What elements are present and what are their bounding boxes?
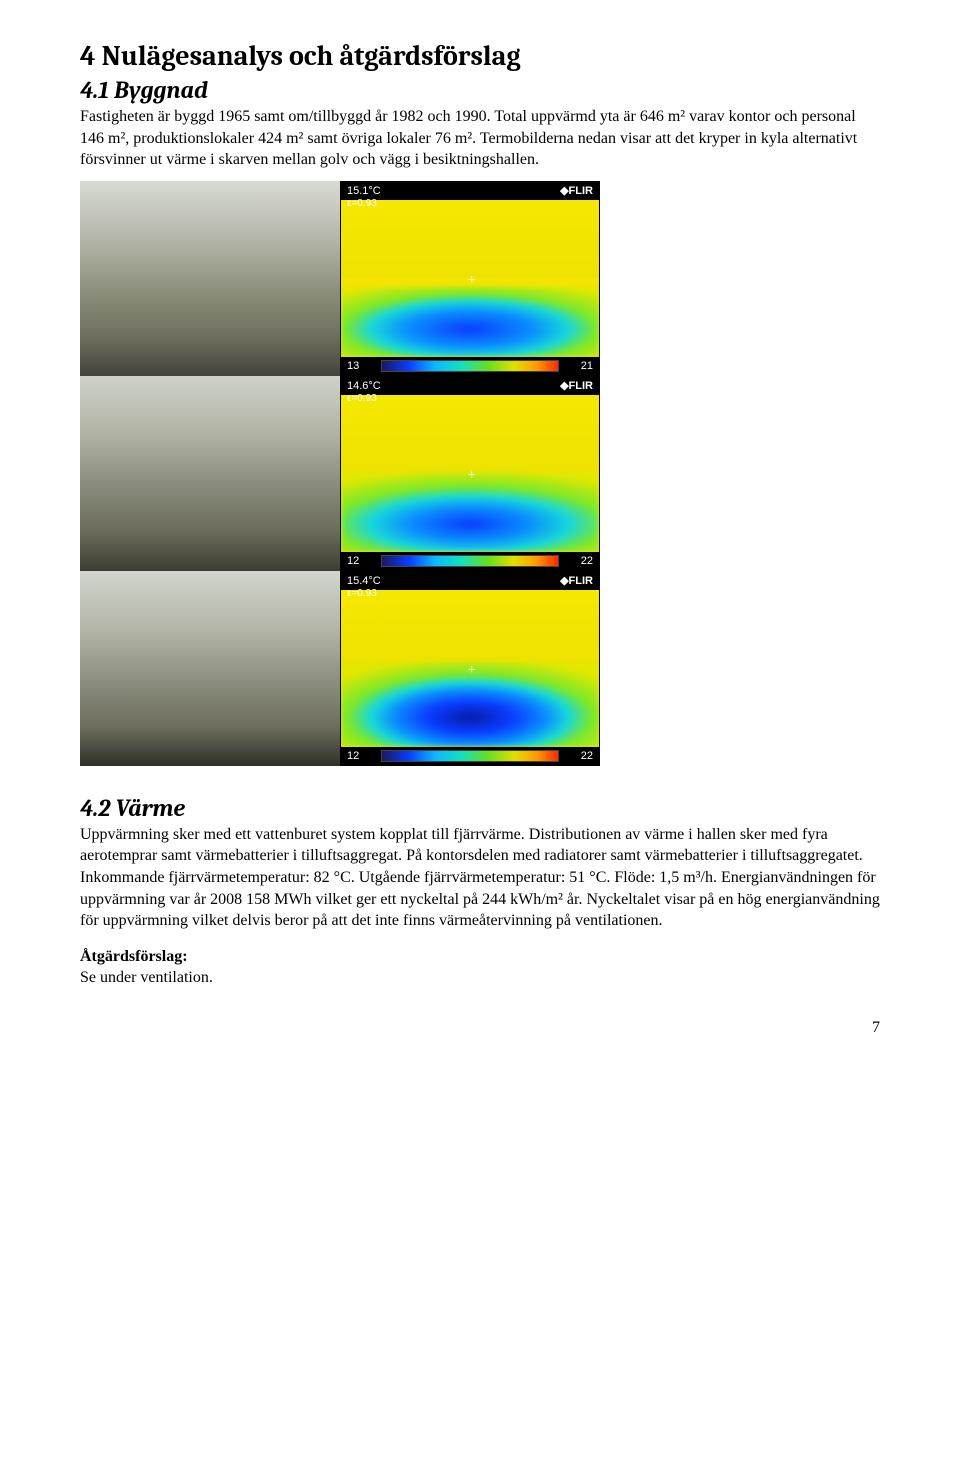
action-body: Se under ventilation. bbox=[80, 967, 880, 989]
flir-logo: ◆FLIR bbox=[560, 184, 593, 197]
photo-inspection-hall-1 bbox=[80, 181, 340, 376]
page-number: 7 bbox=[80, 1019, 880, 1037]
thermal-color-scale bbox=[381, 555, 559, 567]
thermal-scale-lo: 13 bbox=[347, 360, 359, 372]
crosshair-icon bbox=[465, 274, 479, 288]
subsection-byggnad-title: 4.1 Byggnad bbox=[80, 76, 880, 104]
thermal-header: 14.6°C ◆FLIR bbox=[341, 377, 599, 395]
thermal-scale-hi: 22 bbox=[581, 555, 593, 567]
page: 4 Nulägesanalys och åtgärdsförslag 4.1 B… bbox=[0, 0, 960, 1077]
thermal-temp: 15.1°C bbox=[347, 185, 381, 197]
thermal-image-2: 14.6°C ◆FLIR ε=0.93 12 22 bbox=[340, 376, 600, 571]
action-title: Åtgärdsförslag: bbox=[80, 946, 880, 968]
flir-logo: ◆FLIR bbox=[560, 379, 593, 392]
action-block: Åtgärdsförslag: Se under ventilation. bbox=[80, 946, 880, 989]
thermal-scale-lo: 12 bbox=[347, 750, 359, 762]
photo-inspection-hall-3 bbox=[80, 571, 340, 766]
image-row: 15.4°C ◆FLIR ε=0.93 12 22 bbox=[80, 571, 600, 766]
thermal-image-1: 15.1°C ◆FLIR ε=0.93 13 21 bbox=[340, 181, 600, 376]
section-title: 4 Nulägesanalys och åtgärdsförslag bbox=[80, 40, 880, 72]
subsection-varme-body: Uppvärmning sker med ett vattenburet sys… bbox=[80, 824, 880, 932]
thermal-image-3: 15.4°C ◆FLIR ε=0.93 12 22 bbox=[340, 571, 600, 766]
thermal-eps: ε=0.93 bbox=[347, 588, 377, 599]
crosshair-icon bbox=[465, 469, 479, 483]
thermal-color-scale bbox=[381, 750, 559, 762]
crosshair-icon bbox=[465, 664, 479, 678]
thermal-color-scale bbox=[381, 360, 559, 372]
image-row: 14.6°C ◆FLIR ε=0.93 12 22 bbox=[80, 376, 600, 571]
thermal-image-grid: 15.1°C ◆FLIR ε=0.93 13 21 14.6°C bbox=[80, 181, 600, 766]
thermal-scale-hi: 21 bbox=[581, 360, 593, 372]
subsection-varme-title: 4.2 Värme bbox=[80, 794, 880, 822]
thermal-scale-lo: 12 bbox=[347, 555, 359, 567]
thermal-eps: ε=0.93 bbox=[347, 198, 377, 209]
thermal-temp: 15.4°C bbox=[347, 575, 381, 587]
thermal-scale-hi: 22 bbox=[581, 750, 593, 762]
thermal-header: 15.4°C ◆FLIR bbox=[341, 572, 599, 590]
thermal-temp: 14.6°C bbox=[347, 380, 381, 392]
flir-logo: ◆FLIR bbox=[560, 574, 593, 587]
thermal-eps: ε=0.93 bbox=[347, 393, 377, 404]
image-row: 15.1°C ◆FLIR ε=0.93 13 21 bbox=[80, 181, 600, 376]
thermal-header: 15.1°C ◆FLIR bbox=[341, 182, 599, 200]
subsection-byggnad-body: Fastigheten är byggd 1965 samt om/tillby… bbox=[80, 106, 880, 171]
photo-inspection-hall-2 bbox=[80, 376, 340, 571]
